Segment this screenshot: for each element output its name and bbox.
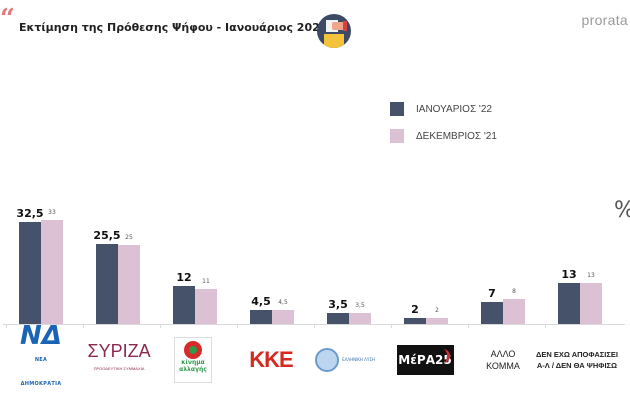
legend-label: ΔΕΚΕΜΒΡΙΟΣ '21: [416, 130, 497, 142]
value-label-dec: 25: [125, 234, 133, 241]
bar-jan: [19, 222, 41, 324]
value-label-jan: 4,5: [251, 295, 271, 308]
nd-logo-sub: ΝΕΑ ΔΗΜΟΚΡΑΤΙΑ: [20, 357, 62, 387]
bar-dec: [272, 310, 294, 324]
value-label-dec: 13: [587, 272, 595, 279]
axis-tick: [6, 324, 7, 328]
bar-dec: [503, 299, 525, 324]
value-label-jan: 13: [561, 268, 577, 281]
value-label-dec: 11: [202, 278, 210, 285]
undecided-line2: Α-Λ / ΔΕΝ ΘΑ ΨΗΦΙΣΩ: [536, 361, 618, 370]
value-label-jan: 3,5: [328, 298, 348, 311]
legend-item-jan: ΙΑΝΟΥΑΡΙΟΣ '22: [390, 98, 497, 120]
legend-item-dec: ΔΕΚΕΜΒΡΙΟΣ '21: [390, 125, 497, 147]
bar-jan: [250, 310, 272, 324]
value-label-jan: 12: [176, 271, 192, 284]
ballot-vote-icon: [317, 14, 351, 48]
quote-mark: “: [0, 4, 15, 34]
axis-tick: [391, 324, 392, 328]
value-label-jan: 2: [411, 303, 419, 316]
bar-dec: [195, 289, 217, 324]
logo-elliniki-lysi: ΕΛΛΗΝΙΚΗ ΛΥΣΗ: [314, 340, 376, 380]
percent-unit-symbol: %: [614, 198, 630, 223]
page-title: Εκτίμηση της Πρόθεσης Ψήφου - Ιανουάριος…: [19, 21, 328, 34]
label-other-party: ΑΛΛΟ ΚΟΜΜΑ: [478, 340, 528, 380]
logo-kinal: κίνημα αλλαγής: [174, 335, 212, 385]
bar-dec: [426, 318, 448, 324]
bar-dec: [349, 313, 371, 324]
axis-tick: [160, 324, 161, 328]
logo-nd: ΝΔ ΝΕΑ ΔΗΜΟΚΡΑΤΙΑ: [15, 323, 67, 387]
value-label-dec: 4,5: [278, 299, 288, 306]
syriza-logo-text: ΣΥΡΙΖΑ: [87, 341, 151, 361]
value-label-jan: 32,5: [16, 207, 44, 220]
bar-chart: 32,5 33 25,5 25 12 11 4,5 4,5 3,5 3,5 2 2 7 8 13 13: [3, 207, 625, 328]
axis-tick: [83, 324, 84, 328]
kke-logo-text: ΚΚΕ: [249, 347, 293, 372]
value-label-jan: 7: [488, 287, 496, 300]
axis-tick: [237, 324, 238, 328]
mera25-logo-text: ΜέΡΑ25: [396, 345, 454, 375]
label-undecided: ΔΕΝ ΕΧΩ ΑΠΟΦΑΣΙΣΕΙ Α-Λ / ΔΕΝ ΘΑ ΨΗΦΙΣΩ: [536, 340, 630, 380]
bar-jan: [173, 286, 195, 324]
legend-label: ΙΑΝΟΥΑΡΙΟΣ '22: [416, 103, 492, 115]
axis-tick: [468, 324, 469, 328]
undecided-line1: ΔΕΝ ΕΧΩ ΑΠΟΦΑΣΙΣΕΙ: [536, 350, 618, 359]
bar-jan: [404, 318, 426, 324]
brand-logo: prorata: [581, 12, 628, 28]
bar-jan: [558, 283, 580, 324]
value-label-dec: 2: [435, 307, 439, 314]
party-logos: ΝΔ ΝΕΑ ΔΗΜΟΚΡΑΤΙΑ ΣΥΡΙΖΑ ΠΡΟΟΔΕΥΤΙΚΗ ΣΥΜΜΑ…: [0, 323, 630, 400]
axis-tick: [545, 324, 546, 328]
legend-swatch-jan: [390, 102, 404, 116]
nd-logo-text: ΝΔ: [20, 321, 62, 351]
bar-dec: [580, 283, 602, 324]
value-label-jan: 25,5: [93, 229, 121, 242]
logo-kke: ΚΚΕ: [248, 340, 294, 380]
legend-swatch-dec: [390, 129, 404, 143]
syriza-logo-sub: ΠΡΟΟΔΕΥΤΙΚΗ ΣΥΜΜΑΧΙΑ: [93, 366, 145, 371]
bar-jan: [96, 244, 118, 324]
other-line1: ΑΛΛΟ: [490, 349, 516, 359]
bar-jan: [481, 302, 503, 324]
chart-legend: ΙΑΝΟΥΑΡΙΟΣ '22 ΔΕΚΕΜΒΡΙΟΣ '21: [390, 98, 497, 152]
rose-icon: [184, 341, 202, 359]
bar-dec: [41, 220, 63, 324]
axis-tick: [314, 324, 315, 328]
bar-jan: [327, 313, 349, 324]
bar-dec: [118, 245, 140, 324]
kinal-logo-text: κίνημα αλλαγής: [179, 359, 207, 373]
logo-syriza: ΣΥΡΙΖΑ ΠΡΟΟΔΕΥΤΙΚΗ ΣΥΜΜΑΧΙΑ: [87, 340, 151, 380]
compass-icon: [315, 348, 340, 372]
value-label-dec: 3,5: [355, 302, 365, 309]
other-line2: ΚΟΜΜΑ: [486, 361, 520, 371]
value-label-dec: 33: [48, 209, 56, 216]
value-label-dec: 8: [512, 288, 516, 295]
logo-mera25: ΜέΡΑ25: [396, 340, 454, 380]
el-logo-text: ΕΛΛΗΝΙΚΗ ΛΥΣΗ: [342, 357, 375, 362]
